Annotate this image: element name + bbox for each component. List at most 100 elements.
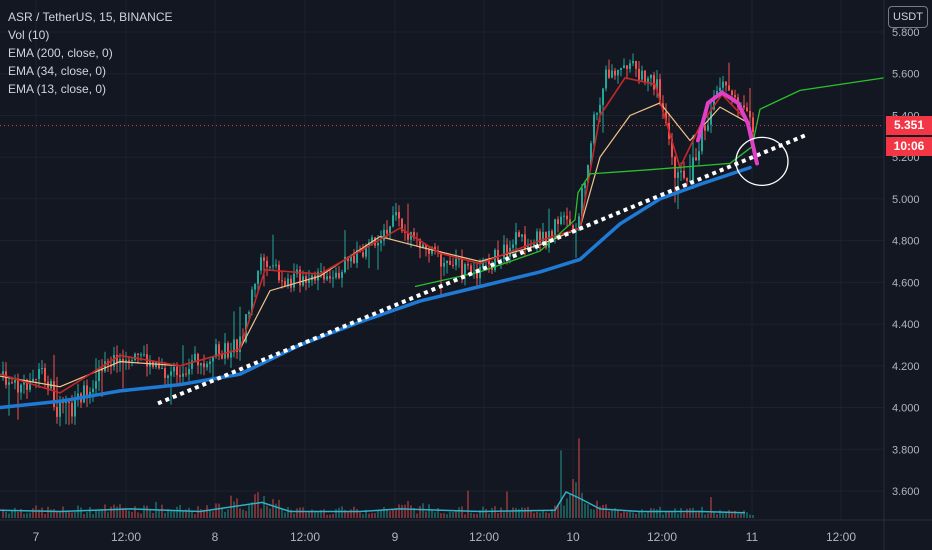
candle-body [377,243,379,246]
candle-body [14,379,16,383]
legend-symbol[interactable]: ASR / TetherUS, 15, BINANCE [8,10,173,24]
volume-bar [233,501,235,518]
candle-body [497,249,499,261]
candle-body [539,231,541,243]
volume-bar [632,512,634,518]
volume-bar [581,492,583,518]
volume-bar [173,510,175,518]
volume-bar [86,512,88,518]
volume-bar [455,510,457,518]
volume-bar [113,504,115,518]
candle-body [329,276,331,279]
volume-bar [662,514,664,518]
candle-body [446,260,448,264]
candle-body [716,91,718,96]
volume-bar [560,450,562,518]
candle-body [230,352,232,358]
chart-legend: ASR / TetherUS, 15, BINANCE Vol (10) EMA… [8,8,173,98]
candle-body [326,276,328,280]
candle-body [335,272,337,278]
volume-bar [44,513,46,518]
volume-bar [191,510,193,518]
volume-bar [740,512,742,518]
candle-body [341,272,343,278]
volume-bar [260,508,262,518]
candle-body [383,229,385,241]
volume-bar [107,512,109,518]
candle-body [257,270,259,284]
candle-body [581,188,583,217]
candle-body [560,216,562,225]
candle-body [59,399,61,417]
candle-body [83,385,85,403]
circle-drawing [735,136,789,187]
volume-bar [686,508,688,518]
candle-body [563,215,565,217]
candle-body [191,360,193,369]
volume-bar [635,513,637,518]
volume-bar [710,497,712,518]
volume-bar [5,511,7,518]
volume-bar [38,509,40,518]
candle-body [506,244,508,257]
volume-bar [62,506,64,518]
volume-bar [470,512,472,518]
candle-body [395,212,397,216]
volume-bar [242,509,244,518]
volume-bar [452,511,454,518]
volume-bar [719,510,721,518]
candle-body [413,232,415,239]
volume-bar [326,514,328,518]
candle-body [290,278,292,288]
currency-unit-button[interactable]: USDT [888,6,928,28]
volume-bar [272,499,274,518]
candle-body [725,81,727,86]
candle-body [332,277,334,279]
candle-body [398,212,400,219]
candle-body [554,219,556,239]
candle-body [614,70,616,76]
candle-body [578,216,580,231]
candle-body [29,381,31,390]
candle-body [173,366,175,372]
volume-bar [476,513,478,518]
candle-body [434,246,436,251]
volume-bar [401,504,403,518]
volume-bar [425,511,427,518]
volume-bar [464,514,466,518]
candle-body [611,70,613,78]
volume-bar [185,509,187,518]
candle-body [392,215,394,227]
volume-bar [650,508,652,518]
candle-body [386,229,388,234]
candle-body [599,104,601,113]
volume-bar [125,507,127,518]
volume-bar [446,514,448,518]
volume-bar [428,504,430,518]
volume-bar [521,507,523,518]
candle-body [524,234,526,250]
legend-ema-13[interactable]: EMA (13, close, 0) [8,82,107,96]
volume-bar [398,504,400,518]
candle-body [134,353,136,361]
legend-ema-34[interactable]: EMA (34, close, 0) [8,64,107,78]
volume-bar [119,504,121,518]
volume-bar [269,508,271,518]
volume-bar [68,510,70,518]
volume-bar [212,511,214,518]
volume-bar [530,509,532,518]
volume-bar [584,503,586,518]
volume-bar [716,514,718,518]
candle-body [602,88,604,105]
candle-body [86,385,88,398]
legend-ema-200[interactable]: EMA (200, close, 0) [8,46,113,60]
volume-bar [200,509,202,518]
candle-body [113,355,115,367]
volume-bar [137,512,139,518]
volume-bar [653,508,655,518]
volume-bar [275,503,277,518]
y-tick-label: 4.800 [892,236,920,248]
legend-volume[interactable]: Vol (10) [8,28,50,42]
volume-bar [557,505,559,518]
